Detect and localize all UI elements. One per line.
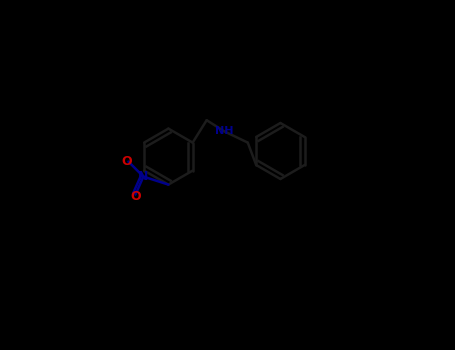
Text: O: O: [130, 190, 141, 203]
Text: NH: NH: [215, 126, 234, 136]
Text: N: N: [138, 170, 149, 183]
Text: O: O: [121, 155, 131, 168]
